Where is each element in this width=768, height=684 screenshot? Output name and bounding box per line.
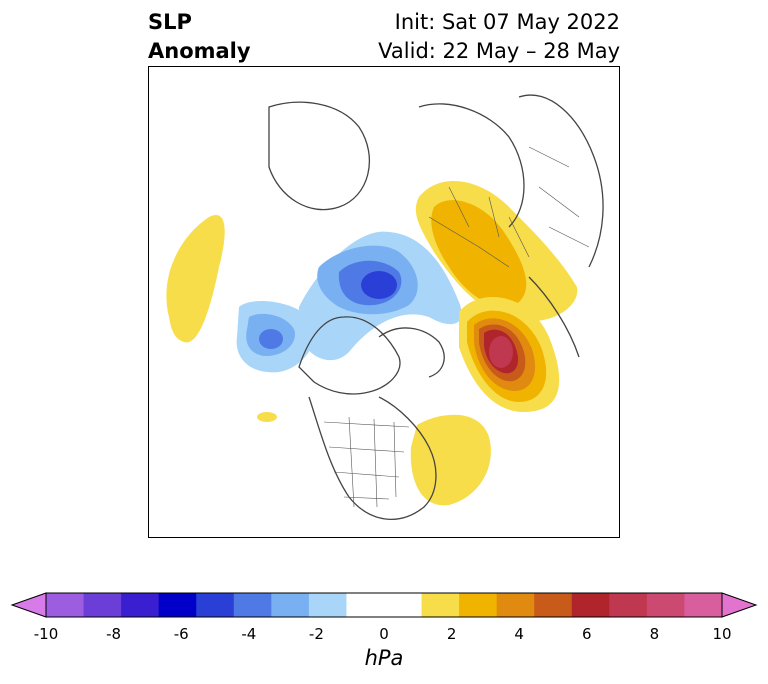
colorbar-segment	[646, 593, 685, 617]
colorbar-segment	[46, 593, 85, 617]
country-borders	[323, 146, 590, 508]
plot-title-left: SLP Anomaly	[148, 8, 251, 66]
positive-anomaly-pacific	[166, 215, 225, 343]
colorbar-units: hPa	[364, 646, 404, 670]
colorbar-segment	[196, 593, 235, 617]
colorbar-segment	[459, 593, 498, 617]
colorbar-tick-label: -2	[308, 625, 324, 643]
plot-title-right: Init: Sat 07 May 2022 Valid: 22 May – 28…	[378, 8, 620, 66]
colorbar-tick-label: -6	[173, 625, 189, 643]
colorbar-segment	[121, 593, 160, 617]
title-line-anomaly: Anomaly	[148, 39, 251, 63]
colorbar-segment	[684, 593, 723, 617]
colorbar-segment	[308, 593, 347, 617]
colorbar-segment	[158, 593, 197, 617]
colorbar-tick-label: 2	[446, 625, 457, 643]
init-date: Init: Sat 07 May 2022	[394, 10, 620, 34]
colorbar-tick-label: -4	[241, 625, 257, 643]
colorbar-arrow-min	[10, 592, 47, 618]
map-panel	[148, 66, 620, 538]
colorbar-border	[45, 592, 723, 618]
positive-anomaly-newfoundland	[410, 414, 491, 506]
colorbar-segment	[496, 593, 535, 617]
colorbar-arrow-max	[721, 592, 758, 618]
valid-range: Valid: 22 May – 28 May	[378, 39, 620, 63]
title-line-slp: SLP	[148, 10, 192, 34]
colorbar-tick-label: 4	[514, 625, 524, 643]
colorbar	[10, 592, 758, 618]
colorbar-segment	[534, 593, 573, 617]
colorbar-tick-label: 8	[649, 625, 660, 643]
anomaly-map	[166, 94, 604, 520]
colorbar-tick-label: 0	[379, 625, 389, 643]
colorbar-segment	[421, 593, 460, 617]
colorbar-segment	[571, 593, 610, 617]
colorbar-tick-label: 10	[712, 625, 732, 643]
colorbar-segment	[384, 593, 423, 617]
colorbar-tick-label: -8	[106, 625, 122, 643]
coastlines	[268, 94, 604, 520]
colorbar-segment	[83, 593, 122, 617]
colorbar-segment	[271, 593, 310, 617]
colorbar-segment	[609, 593, 648, 617]
colorbar-tick-label: 6	[582, 625, 592, 643]
colorbar-segment	[233, 593, 272, 617]
colorbar-tick-label: -10	[33, 625, 59, 643]
colorbar-segment	[346, 593, 385, 617]
